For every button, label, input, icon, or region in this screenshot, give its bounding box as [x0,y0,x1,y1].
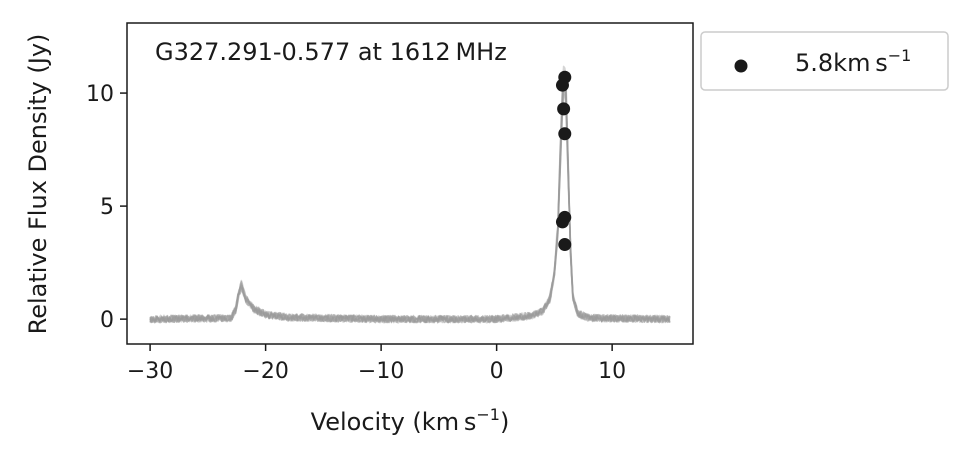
spectrum-trace [149,83,671,324]
y-tick-label: 5 [100,195,114,220]
chart-title: G327.291-0.577 at 1612 MHz [155,38,507,66]
data-point [555,78,569,92]
spectrum-trace [149,75,671,324]
x-axis-label: Velocity (km s−1) [311,405,510,436]
spectrum-trace [149,65,671,324]
x-axis-label-close: ) [500,408,509,436]
spectrum-trace [149,88,671,324]
spectrum-trace [149,93,671,324]
legend-label: 5.8km s−1 [795,46,911,77]
y-tick-label: 10 [86,82,114,107]
legend-marker [734,59,748,73]
data-point [558,238,572,252]
legend-box [700,31,949,91]
x-axis-label-main: Velocity (km s [311,408,477,436]
x-axis-ticks: −30 −20 −10 0 10 [127,344,626,384]
x-tick-label: −20 [242,359,288,384]
x-tick-label: −10 [358,359,404,384]
plot-frame [126,22,694,345]
spectrum-trace [149,78,671,324]
spectrum-trace [149,84,671,324]
legend-label-main: 5.8km s [795,49,888,77]
x-tick-label: −30 [127,359,173,384]
data-point [557,102,571,116]
data-point [558,127,572,141]
x-tick-label: 0 [490,359,504,384]
legend-label-exponent: −1 [888,46,912,65]
spectrum-trace [149,79,671,324]
spectrum-trace [149,86,671,324]
peak-points [555,70,572,252]
y-axis-label: Relative Flux Density (Jy) [24,34,52,335]
y-axis-ticks: 0 5 10 [86,82,127,333]
y-tick-label: 0 [100,308,114,333]
legend: 5.8km s−1 [700,31,949,91]
spectrum-traces [149,65,671,324]
spectrum-trace [149,72,671,324]
x-axis-label-exponent: −1 [476,405,500,424]
data-point [555,215,569,229]
x-tick-label: 10 [598,359,626,384]
